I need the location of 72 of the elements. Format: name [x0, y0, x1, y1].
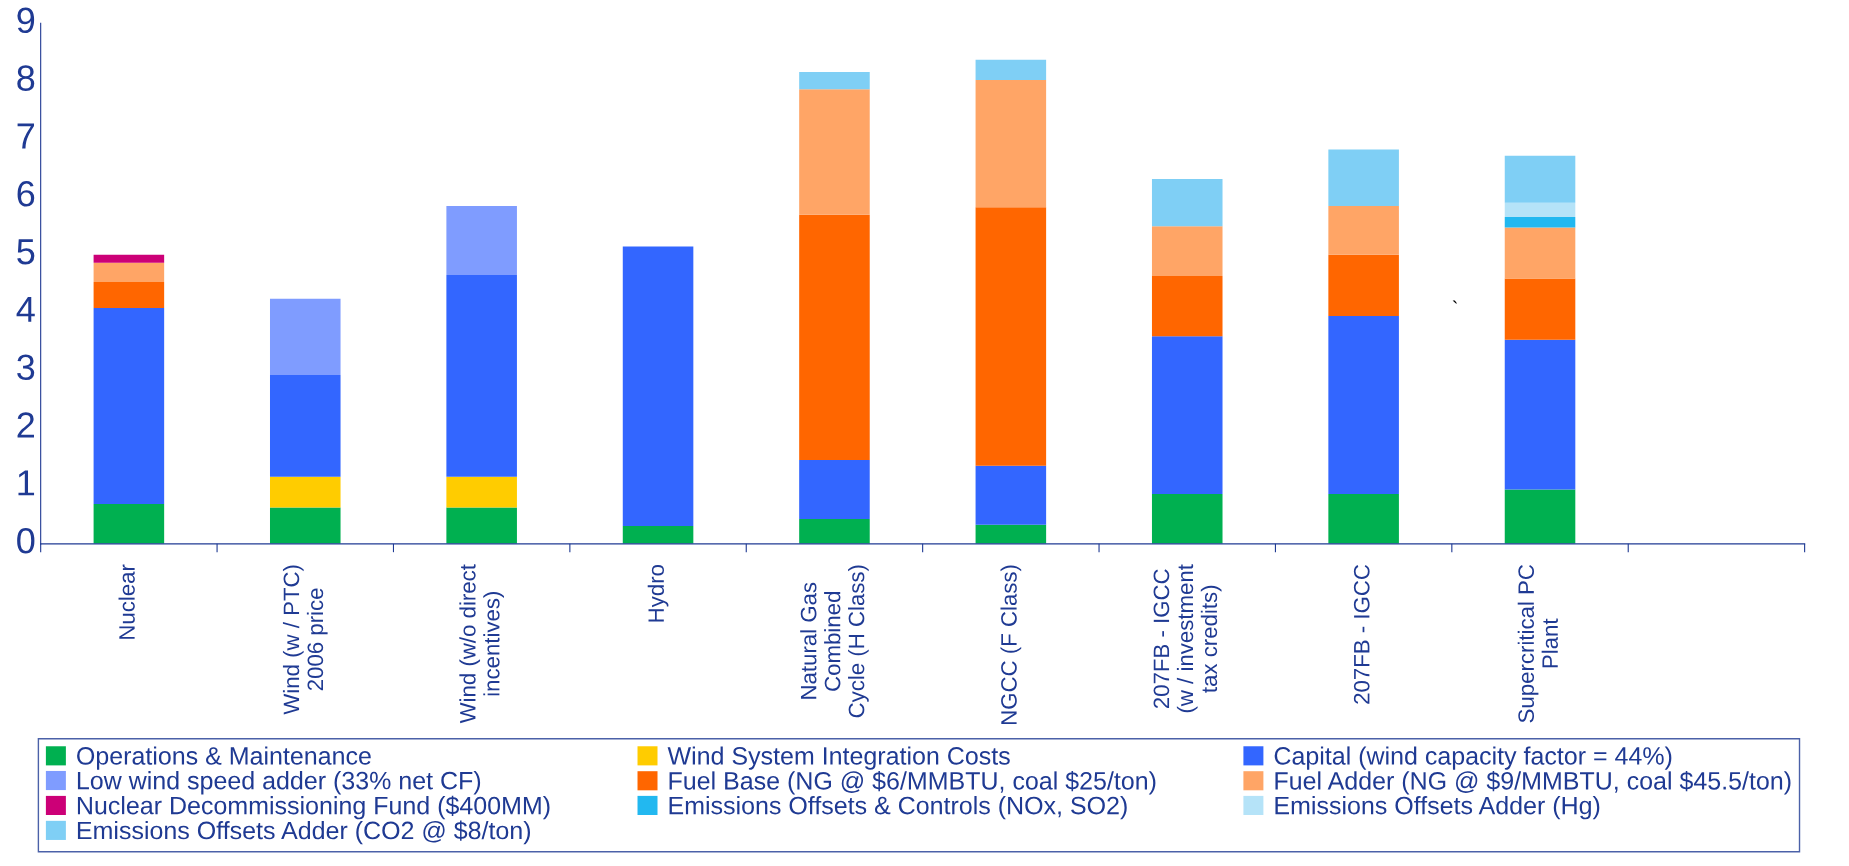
y-tick-label: 3	[17, 354, 35, 381]
bar	[93, 254, 165, 263]
bar	[269, 476, 341, 508]
bar	[622, 525, 694, 544]
y-tick-label: 9	[17, 7, 35, 34]
y-tick-label: 5	[17, 239, 35, 265]
bar	[93, 307, 165, 504]
bar	[975, 207, 1047, 466]
bar	[799, 89, 870, 215]
y-tick-label: 8	[17, 65, 35, 91]
bar	[1504, 155, 1576, 203]
legend-label: Emissions Offsets Adder (Hg)	[1275, 796, 1600, 820]
bar	[446, 507, 517, 544]
bar	[799, 518, 870, 544]
bar	[1504, 339, 1576, 490]
bar	[1151, 226, 1223, 277]
bar	[1328, 206, 1399, 255]
x-tick-label: Wind (w/o direct incentives)	[459, 564, 504, 724]
x-tick-label: 207FB - IGCC	[1353, 564, 1370, 704]
x-tick-label: Hydro	[647, 565, 669, 622]
bar	[975, 80, 1047, 208]
x-tick-label: Supercritical PC Plant	[1517, 564, 1558, 723]
bar	[799, 71, 870, 90]
y-tick-label: 1	[18, 470, 35, 496]
legend-label: Low wind speed adder (33% net CF)	[77, 771, 481, 795]
legend-label: Wind System Integration Costs	[667, 746, 1010, 770]
bar	[1504, 489, 1576, 544]
bar	[269, 507, 341, 544]
x-tick-label: Nuclear	[118, 564, 135, 639]
legend-label: Operations & Maintenance	[77, 746, 371, 770]
y-tick-label: 4	[16, 297, 35, 322]
bar	[93, 503, 165, 544]
bar	[1328, 149, 1399, 207]
bar	[1504, 217, 1576, 228]
bar	[1151, 494, 1223, 544]
annotation: `	[1452, 300, 1457, 304]
y-tick-label: 2	[17, 412, 35, 438]
legend-label: Fuel Adder (NG @ $9/MMBTU, coal $45.5/ton)	[1275, 770, 1791, 795]
bar	[93, 281, 165, 308]
bar	[799, 460, 870, 519]
legend-label: Nuclear Decommissioning Fund ($400MM)	[77, 795, 550, 820]
bar	[1504, 278, 1576, 340]
bar	[269, 298, 341, 375]
bar	[622, 246, 694, 526]
legend-label: Capital (wind capacity factor = 44%)	[1274, 746, 1672, 770]
y-tick-label: 7	[17, 123, 35, 149]
bar	[93, 262, 165, 282]
bar	[446, 476, 517, 508]
legend-label: Emissions Offsets & Controls (NOx, SO2)	[669, 796, 1127, 820]
bar	[446, 206, 517, 275]
bar	[975, 524, 1047, 544]
legend-label: Emissions Offsets Adder (CO2 @ $8/ton)	[77, 820, 530, 845]
x-tick-label: Wind (w / PTC) 2006 price	[282, 565, 328, 715]
bar	[446, 274, 517, 477]
bar	[1328, 254, 1399, 316]
bar	[1151, 336, 1223, 495]
bar	[975, 465, 1047, 525]
bar	[1328, 316, 1399, 495]
x-tick-label: NGCC (F Class)	[1000, 565, 1022, 724]
bar	[269, 374, 341, 477]
y-tick-label: 6	[17, 180, 35, 207]
bar	[975, 59, 1047, 81]
bar	[1151, 178, 1223, 227]
bar	[799, 214, 870, 460]
bar	[1504, 202, 1576, 218]
bar	[1504, 227, 1576, 279]
x-tick-label: 207FB - IGCC (w / investment tax credits)	[1153, 564, 1222, 713]
bar	[1151, 276, 1223, 337]
legend-label: Fuel Base (NG @ $6/MMBTU, coal $25/ton)	[669, 770, 1156, 795]
y-tick-label: 0	[17, 527, 35, 554]
bar	[1328, 494, 1399, 544]
x-tick-label: Natural Gas Combined Cycle (H Class)	[800, 565, 869, 718]
